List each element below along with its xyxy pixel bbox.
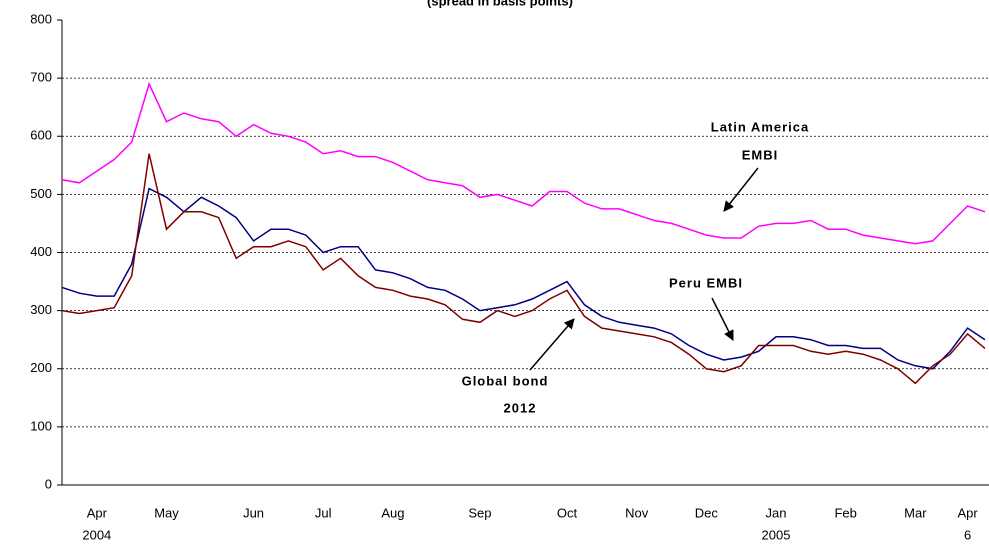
- x-tick-label: Dec: [695, 505, 719, 520]
- arrow: [723, 167, 759, 212]
- annotation: Peru EMBI: [669, 275, 743, 290]
- x-tick-label: Sep: [468, 505, 491, 520]
- x-tick-label: Jul: [315, 505, 332, 520]
- x-tick-label: Apr: [957, 505, 978, 520]
- x-tick-label: Aug: [381, 505, 404, 520]
- arrow: [529, 318, 575, 371]
- y-tick-label: 600: [30, 128, 52, 143]
- y-tick-label: 300: [30, 302, 52, 317]
- x-tick-label: May: [154, 505, 179, 520]
- y-tick-label: 0: [45, 476, 52, 491]
- x-year-label: 2004: [82, 527, 111, 542]
- annotation: Global bond: [462, 373, 549, 388]
- x-tick-label: Jun: [243, 505, 264, 520]
- x-tick-label: Apr: [87, 505, 108, 520]
- y-tick-label: 400: [30, 244, 52, 259]
- x-tick-label: Oct: [557, 505, 578, 520]
- y-tick-label: 800: [30, 11, 52, 26]
- annotation: 2012: [504, 400, 537, 415]
- annotation: EMBI: [742, 147, 779, 162]
- y-tick-label: 100: [30, 418, 52, 433]
- annotation: Latin America: [711, 119, 810, 134]
- y-tick-label: 200: [30, 360, 52, 375]
- chart-title: (spread in basis points): [427, 0, 573, 8]
- line-series: [61, 187, 986, 370]
- line-series: [61, 153, 986, 385]
- x-tick-label: Mar: [904, 505, 927, 520]
- x-year-label: 6: [964, 527, 971, 542]
- x-tick-label: Feb: [834, 505, 856, 520]
- y-tick-label: 500: [30, 186, 52, 201]
- arrow: [711, 297, 734, 341]
- y-tick-label: 700: [30, 70, 52, 85]
- line-series: [61, 81, 986, 245]
- x-year-label: 2005: [762, 527, 791, 542]
- x-tick-label: Jan: [766, 505, 787, 520]
- x-tick-label: Nov: [625, 505, 649, 520]
